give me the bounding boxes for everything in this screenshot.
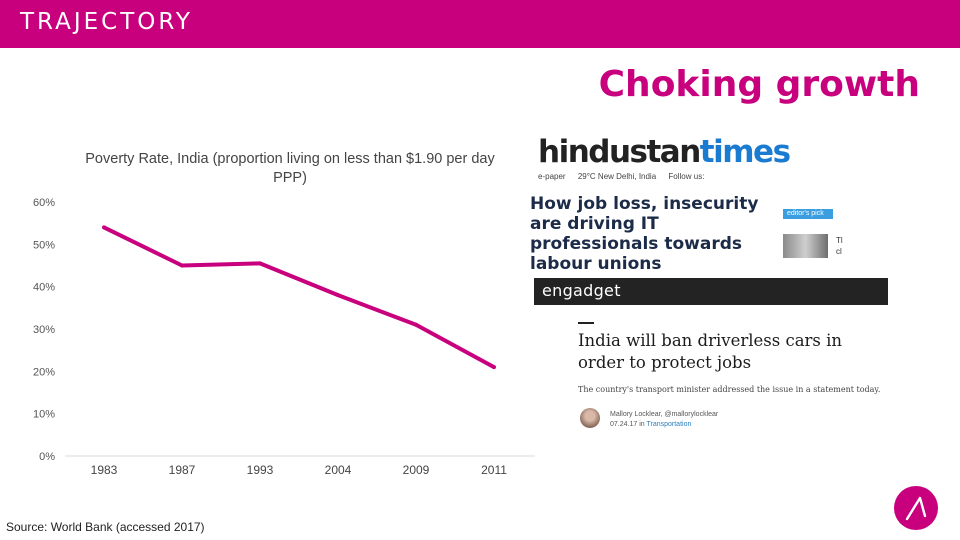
x-tick-label: 2011 [481,463,507,477]
data-point [492,365,496,370]
x-tick-label: 1987 [169,463,196,477]
y-tick-label: 60% [33,197,55,209]
engadget-clipping: India will ban driverless cars in order … [578,318,880,438]
article-category: Transportation [646,421,692,428]
engadget-logo: engadget [542,281,621,300]
editors-pick-badge: editor's pick [783,209,833,219]
article-dateline: 07.24.17 in [610,421,645,428]
series-line [103,225,495,369]
trajectory-mark-icon [894,486,938,530]
data-point [414,322,418,327]
source-note: Source: World Bank (accessed 2017) [6,520,205,534]
y-tick-label: 10% [33,409,55,421]
x-tick-label: 2004 [325,463,352,477]
ht-nav-item: e-paper [538,172,566,181]
ht-thumbnail-caption: Tl cl [836,236,843,256]
hindustan-times-clipping: hindustantimes e-paper 29°C New Delhi, I… [528,130,848,274]
engadget-divider [578,322,594,324]
data-point [102,225,106,230]
y-tick-label: 20% [33,366,55,378]
y-tick-label: 0% [39,451,55,463]
data-point [180,263,184,268]
hindustan-times-logo: hindustantimes [538,134,791,170]
x-tick-label: 1993 [247,463,274,477]
ht-nav-item: Follow us: [668,172,705,181]
author-avatar [580,408,600,428]
slide-title: Choking growth [598,64,920,105]
header-bar: TRAJECTORY [0,0,960,48]
x-tick-label: 2009 [403,463,430,477]
data-point [336,293,340,298]
y-tick-label: 50% [33,239,55,251]
engadget-subhead: The country's transport minister address… [578,385,881,394]
y-tick-label: 30% [33,324,55,336]
ht-thumbnail [783,234,828,258]
engadget-header: engadget [534,278,888,305]
poverty-line-chart: 0% 10% 20% 30% 40% 50% 60% 1983 1987 1993 2004 200… [33,197,535,477]
data-point [258,261,262,266]
y-tick-label: 40% [33,282,55,294]
ht-headline: How job loss, insecurity are driving IT … [530,194,759,274]
ht-nav-bar: e-paper 29°C New Delhi, India Follow us: [538,172,714,181]
author-name: Mallory Locklear, @mallorylocklear [610,411,719,418]
ht-nav-item: 29°C New Delhi, India [577,172,657,181]
chart-title: Poverty Rate, India (proportion living o… [85,151,495,186]
engadget-headline: India will ban driverless cars in order … [578,331,843,372]
brand-logo: TRAJECTORY [20,9,193,35]
x-tick-label: 1983 [91,463,118,477]
engadget-byline: Mallory Locklear, @mallorylocklear 07.24… [610,410,718,430]
